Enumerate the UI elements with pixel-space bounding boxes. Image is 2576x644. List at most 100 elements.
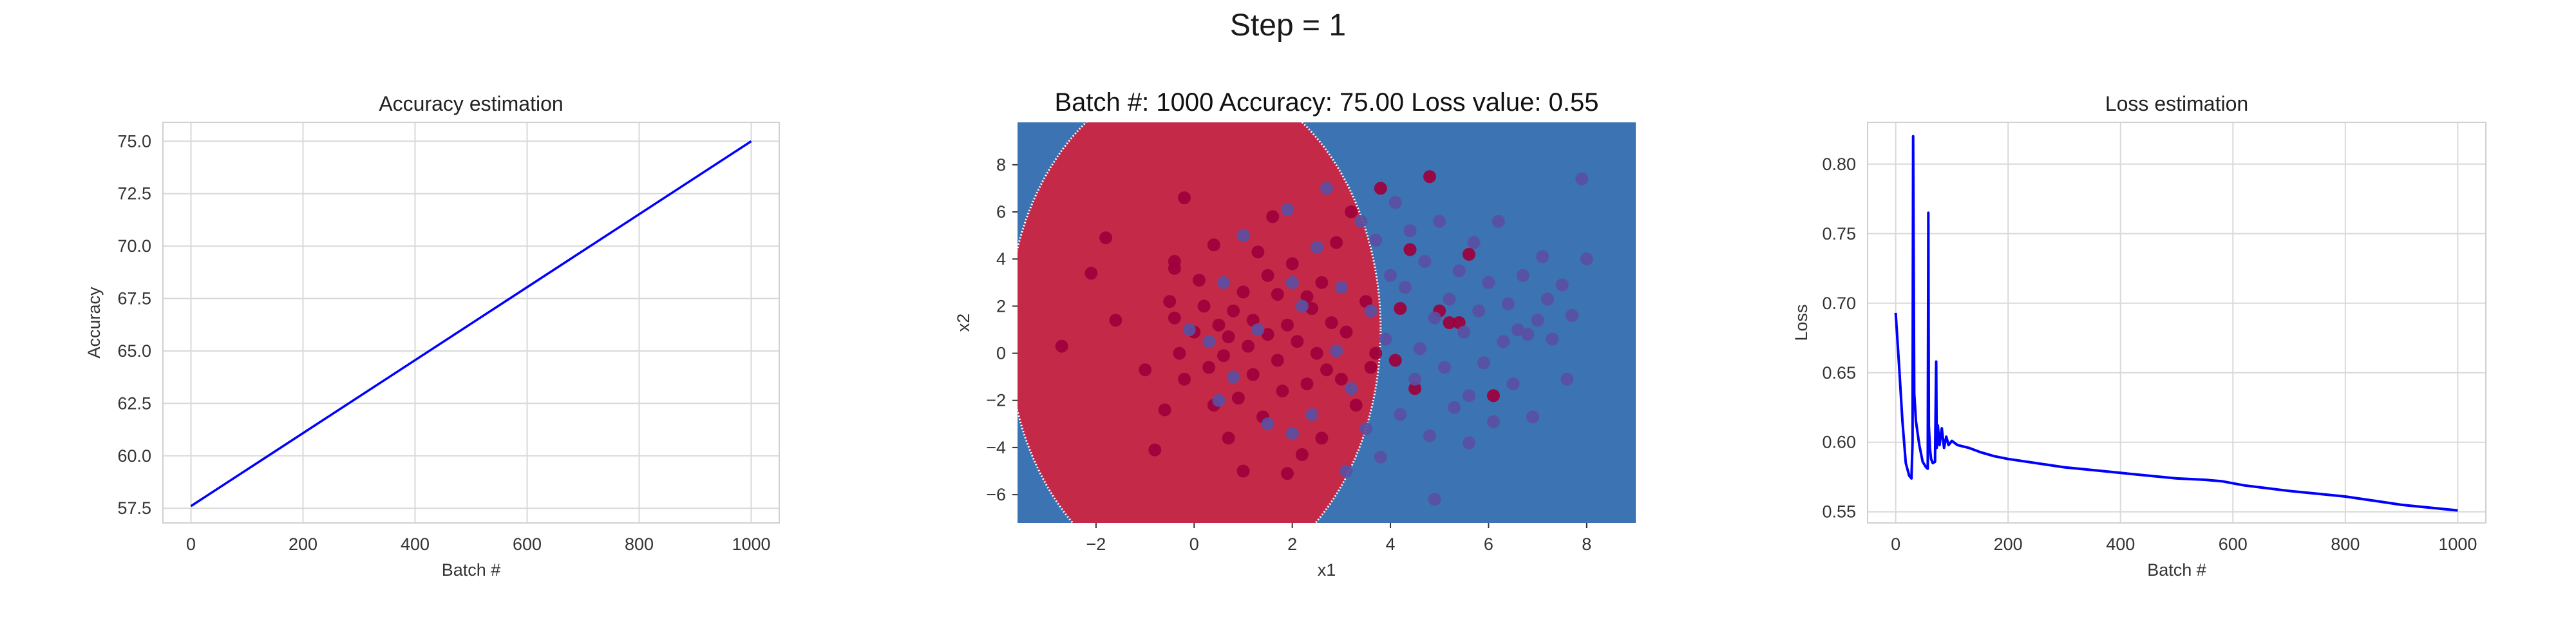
class-1-point [1536, 250, 1549, 263]
x-axis-label: x1 [1318, 560, 1336, 580]
class-0-point [1271, 354, 1284, 367]
class-1-point [1285, 276, 1299, 289]
class-1-point [1374, 450, 1387, 464]
x-tick-label: 600 [513, 535, 542, 554]
class-1-point [1580, 252, 1593, 266]
class-0-point [1084, 267, 1098, 280]
y-tick-label: 67.5 [117, 289, 151, 308]
class-1-point [1516, 269, 1530, 282]
class-1-point [1320, 182, 1333, 195]
class-1-point [1531, 314, 1544, 327]
class-0-point [1374, 182, 1387, 195]
class-0-point [1388, 354, 1402, 367]
x-tick-label: 0 [1189, 535, 1199, 554]
class-0-point [1300, 377, 1314, 391]
class-0-point [1403, 243, 1417, 256]
class-0-point [1315, 276, 1329, 289]
class-1-point [1182, 323, 1196, 336]
accuracy-line [190, 140, 752, 507]
y-tick-label: 0.70 [1822, 294, 1856, 313]
figure-title: Step = 1 [1229, 8, 1347, 43]
y-tick-label: 0 [996, 344, 1006, 363]
class-0-point [1423, 170, 1436, 184]
class-0-point [1330, 236, 1343, 249]
class-1-point [1555, 278, 1569, 292]
class-1-point [1359, 422, 1372, 435]
x-tick-label: 1000 [2438, 535, 2477, 554]
class-0-point [1251, 245, 1265, 259]
class-1-point [1364, 304, 1378, 317]
y-tick-label: 4 [996, 249, 1006, 269]
x-axis-label: Batch # [442, 560, 501, 580]
class-0-point [1099, 231, 1113, 245]
class-1-point [1428, 493, 1441, 506]
class-0-point [1345, 205, 1358, 218]
class-1-point [1437, 361, 1451, 374]
class-1-point [1388, 196, 1402, 209]
class-1-point [1334, 281, 1348, 294]
class-1-point [1443, 292, 1456, 306]
class-1-point [1281, 203, 1294, 216]
class-1-point [1501, 297, 1515, 310]
class-1-point [1492, 214, 1505, 228]
class-1-point [1477, 356, 1490, 370]
class-0-point [1271, 288, 1284, 301]
class-1-point [1472, 304, 1486, 317]
class-1-point [1345, 382, 1358, 395]
class-0-point [1236, 285, 1250, 299]
class-0-point [1231, 392, 1245, 405]
class-0-point [1281, 467, 1294, 480]
class-1-point [1330, 344, 1343, 357]
class-0-point [1207, 238, 1220, 252]
class-0-point [1281, 318, 1294, 332]
class-0-point [1291, 335, 1304, 348]
x-tick-label: 1000 [732, 535, 770, 554]
y-tick-label: 2 [996, 296, 1006, 316]
y-axis-label: x2 [954, 314, 973, 332]
class-1-point [1340, 464, 1353, 478]
plot-area [1868, 122, 2486, 523]
class-0-point [1178, 372, 1191, 386]
x-tick-label: 4 [1386, 535, 1396, 554]
class-0-point [1408, 382, 1422, 395]
class-0-point [1217, 349, 1230, 363]
class-1-point [1251, 323, 1265, 336]
y-tick-label: 60.0 [117, 446, 151, 466]
class-0-point [1315, 431, 1329, 445]
y-tick-label: 75.0 [117, 131, 151, 151]
class-1-point [1452, 264, 1466, 278]
class-1-point [1546, 332, 1559, 346]
y-tick-label: 70.0 [117, 236, 151, 256]
class-1-point [1448, 401, 1461, 414]
x-tick-label: 0 [1891, 535, 1900, 554]
class-0-point [1139, 363, 1152, 377]
class-1-point [1236, 229, 1250, 242]
y-tick-label: 6 [996, 202, 1006, 222]
class-0-point [1364, 361, 1378, 374]
class-0-point [1320, 363, 1333, 377]
class-1-point [1467, 236, 1481, 249]
class-0-point [1246, 368, 1260, 381]
y-tick-label: 0.65 [1822, 363, 1856, 383]
class-0-point [1443, 316, 1456, 329]
class-0-point [1212, 318, 1226, 332]
class-1-point [1560, 372, 1574, 386]
class-0-point [1261, 328, 1274, 341]
plot-frame [1867, 122, 2486, 524]
class-0-point [1340, 325, 1353, 339]
class-0-point [1055, 339, 1068, 353]
x-axis-label: Batch # [2147, 560, 2206, 580]
class-0-point [1227, 304, 1240, 317]
y-tick-label: 0.55 [1822, 502, 1856, 522]
class-1-point [1310, 240, 1323, 254]
x-tick-label: 400 [401, 535, 430, 554]
class-1-point [1482, 276, 1495, 289]
class-1-point [1212, 393, 1226, 407]
class-1-point [1497, 335, 1510, 348]
class-0-point [1236, 464, 1250, 478]
class-1-point [1418, 254, 1432, 268]
class-0-point [1173, 346, 1186, 360]
y-tick-label: −6 [986, 485, 1006, 504]
